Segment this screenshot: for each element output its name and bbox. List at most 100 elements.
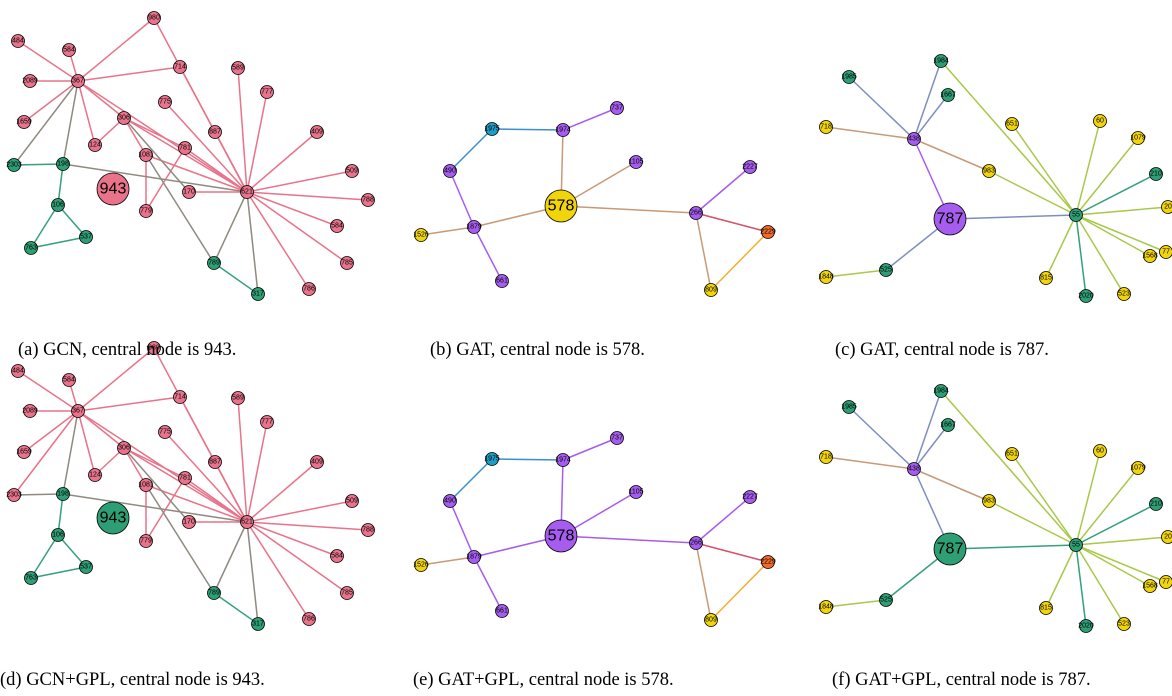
edge-20-55 <box>1075 536 1169 546</box>
node-label: 20 <box>1164 534 1172 541</box>
edge-887-621 <box>214 131 248 193</box>
graph-node <box>24 571 38 585</box>
graph-node <box>71 404 85 418</box>
node-label: 525 <box>880 267 892 274</box>
graph-node <box>310 455 324 469</box>
edge-367-124 <box>77 80 96 146</box>
edge-306-170 <box>123 447 190 523</box>
graph-node <box>907 132 921 146</box>
graph-node <box>208 125 222 139</box>
graph-node <box>147 11 161 25</box>
graph-node <box>11 34 25 48</box>
edge-589-621 <box>237 397 248 523</box>
node-label: 1081 <box>138 482 154 489</box>
graph-node <box>17 115 31 129</box>
graph-node <box>51 198 65 212</box>
graph-node <box>56 487 70 501</box>
edge-409-621 <box>246 131 318 193</box>
edge-367-714 <box>77 396 181 412</box>
graph-node <box>1093 114 1107 128</box>
node-label: 266 <box>690 210 702 217</box>
edge-438-1667 <box>913 94 949 140</box>
graph-node <box>178 141 192 155</box>
edge-787-55 <box>949 544 1077 550</box>
node-label: 815 <box>1040 275 1052 282</box>
graph-node <box>1161 530 1172 544</box>
edge-789-317 <box>213 592 259 625</box>
node-label: 887 <box>209 129 221 136</box>
graph-node <box>17 445 31 459</box>
graph-node <box>879 263 893 277</box>
graph-node <box>240 185 254 199</box>
edge-layer <box>13 17 369 295</box>
node-label: 306 <box>118 445 130 452</box>
edge-77-55 <box>1075 214 1167 253</box>
node-label: 718 <box>820 124 832 131</box>
graph-node <box>982 164 996 178</box>
graph-node <box>443 164 457 178</box>
graph-node <box>139 534 153 548</box>
node-label: 1667 <box>940 92 956 99</box>
graph-node <box>240 515 254 529</box>
graph-node <box>1143 249 1157 263</box>
edge-layer <box>825 60 1169 297</box>
edge-1879-661 <box>473 226 503 282</box>
edge-367-306 <box>77 410 125 449</box>
node-label: 1974 <box>555 457 571 464</box>
edge-786-621 <box>246 521 310 620</box>
graph-node <box>842 70 856 84</box>
graph-node <box>51 528 65 542</box>
edge-775-621 <box>164 431 248 523</box>
graph-node <box>139 204 153 218</box>
node-label: 1984 <box>933 388 949 395</box>
edge-621-317 <box>246 521 259 625</box>
graph-panel-f: 1985 1984 1667 651 60 1079 718 438 983 210 787 55 20… <box>818 384 1172 633</box>
node-label: 584 <box>63 377 75 384</box>
edge-60-55 <box>1075 120 1101 216</box>
edge-1984-55 <box>940 60 1077 216</box>
edge-438-1984 <box>913 60 942 140</box>
node-label: 60 <box>1096 118 1104 125</box>
node-layer: 1985 1984 1667 651 60 1079 718 438 983 210 787 55 20… <box>818 384 1172 633</box>
edge-106-763 <box>30 534 59 579</box>
edge-266-2229 <box>695 212 769 233</box>
node-layer: 980 484 584 2089 367 714 589 777 775 1659 306 887 40… <box>6 341 375 631</box>
graph-node <box>1069 538 1083 552</box>
caption-d: (d) GCN+GPL, central node is 943. <box>0 670 265 690</box>
node-label: 983 <box>983 498 995 505</box>
graph-node <box>819 600 833 614</box>
node-label: 777 <box>261 419 273 426</box>
edge-1879-1526 <box>420 556 475 566</box>
edge-788-621 <box>246 191 369 201</box>
graph-node <box>1143 579 1157 593</box>
edge-1568-55 <box>1075 544 1151 587</box>
edge-787-55 <box>949 214 1077 220</box>
edge-1975-490 <box>449 458 493 502</box>
node-label: 785 <box>341 260 353 267</box>
edge-438-1985 <box>848 76 915 140</box>
edge-651-55 <box>1011 453 1077 546</box>
node-label: 809 <box>705 287 717 294</box>
edge-584b-621 <box>246 521 338 557</box>
graph-node <box>704 283 718 297</box>
edge-306-621 <box>123 117 248 193</box>
graph-panel-e: 737 1975 1974 1105 2227 490 578 266 2229 1526 1879… <box>413 431 776 627</box>
graph-node <box>231 61 245 75</box>
edge-1079-55 <box>1075 467 1139 546</box>
graph-node <box>260 415 274 429</box>
node-label: 1568 <box>1142 253 1158 260</box>
edge-490-1879 <box>449 500 475 558</box>
graph-panel-b: 737 1975 1974 1105 2227 490 578 266 2229 1526 1879… <box>413 101 776 297</box>
node-label: 1985 <box>841 74 857 81</box>
central-node <box>933 532 967 566</box>
edge-523-55 <box>1075 544 1125 625</box>
edge-983-55 <box>988 500 1077 546</box>
graph-node <box>207 586 221 600</box>
node-label: 2303 <box>6 162 22 169</box>
graph-node <box>302 612 316 626</box>
node-label: 584 <box>331 553 343 560</box>
node-label: 943 <box>100 181 127 198</box>
edge-306-170 <box>123 117 190 193</box>
central-node <box>96 172 130 206</box>
node-label: 1879 <box>466 224 482 231</box>
